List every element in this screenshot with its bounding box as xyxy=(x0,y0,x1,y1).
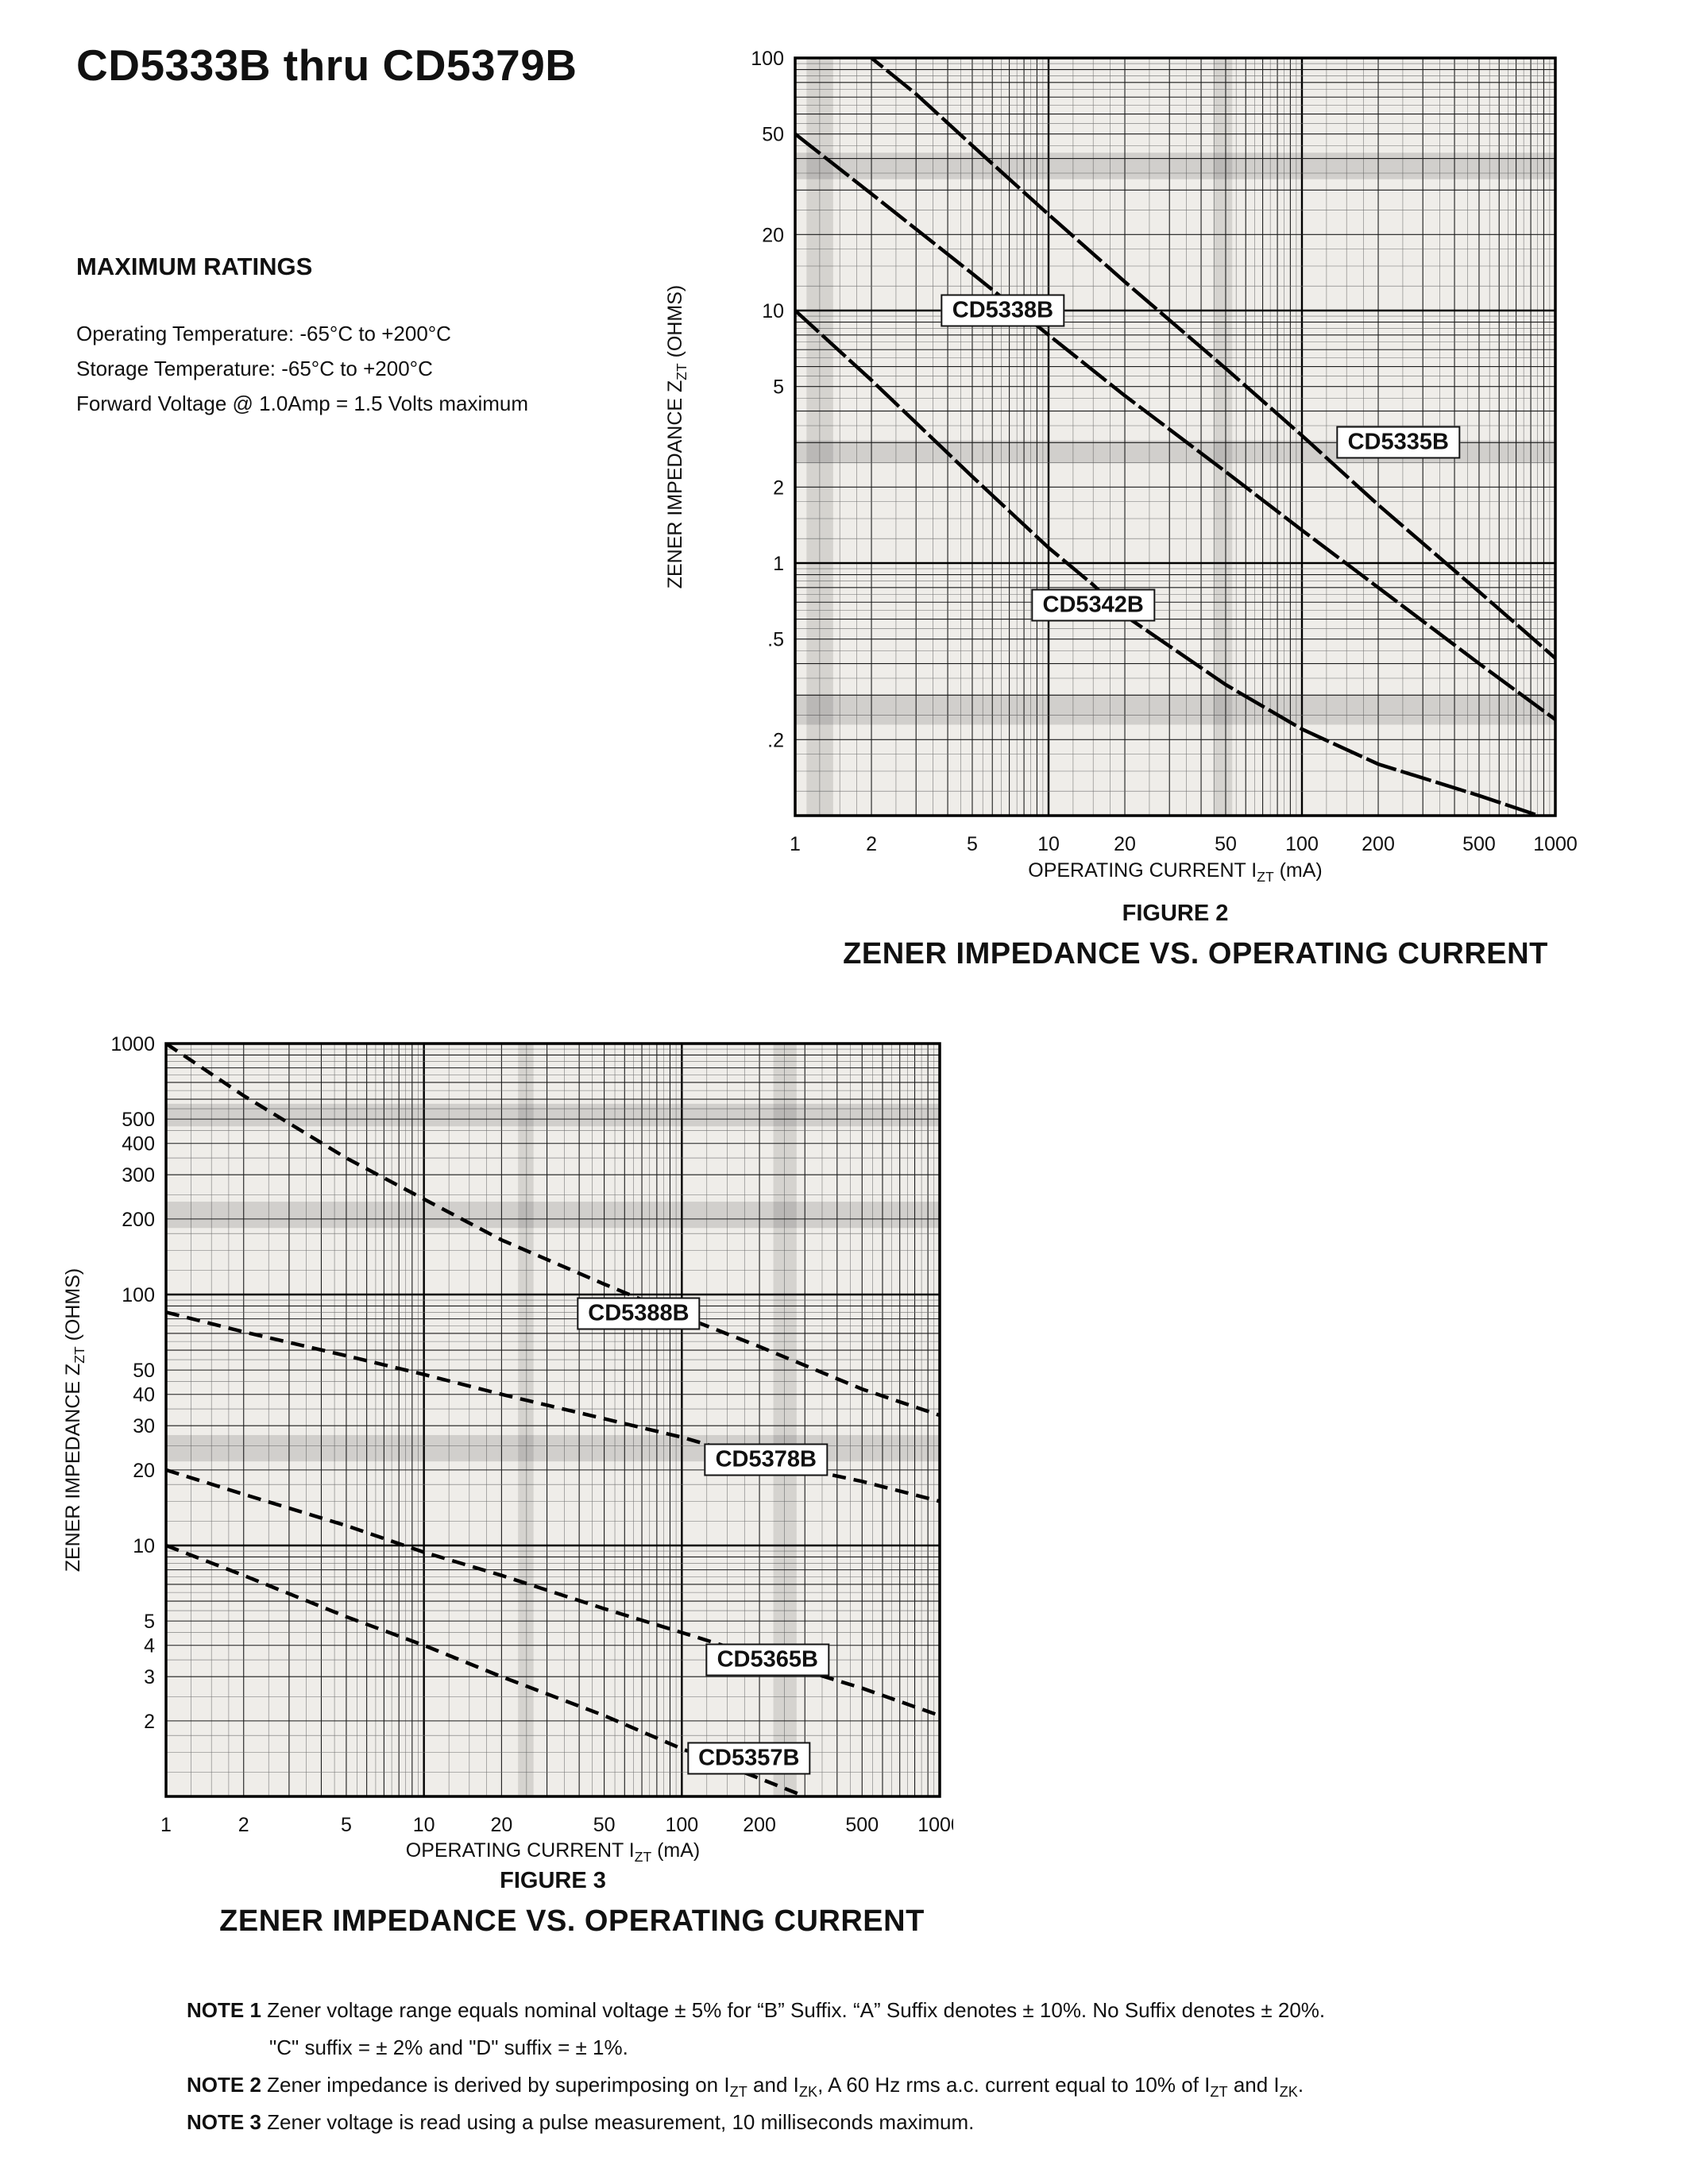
y-tick-label: 50 xyxy=(762,124,784,146)
y-tick-label: 20 xyxy=(133,1460,155,1482)
note-line: "C" suffix = ± 2% and "D" suffix = ± 1%. xyxy=(269,2035,628,2059)
x-tick-label: 20 xyxy=(490,1814,512,1836)
notes-block: NOTE 1 Zener voltage range equals nomina… xyxy=(187,1992,1648,2141)
y-tick-label: 40 xyxy=(133,1384,155,1406)
note-line: NOTE 1 Zener voltage range equals nomina… xyxy=(187,1998,1326,2022)
y-tick-label: 20 xyxy=(762,224,784,246)
y-tick-label: 200 xyxy=(122,1209,155,1231)
y-tick-label: 300 xyxy=(122,1164,155,1187)
note-line: NOTE 3 Zener voltage is read using a pul… xyxy=(187,2110,975,2134)
x-tick-label: 50 xyxy=(1215,833,1237,855)
x-tick-label: 2 xyxy=(866,833,877,855)
x-tick-label: 100 xyxy=(1285,833,1319,855)
y-tick-label: 2 xyxy=(144,1711,155,1733)
y-tick-label: 1 xyxy=(773,553,784,575)
max-ratings-list: Operating Temperature: -65°C to +200°C S… xyxy=(76,316,528,421)
curve-label-cd5378b: CD5378B xyxy=(704,1443,828,1476)
x-tick-label: 5 xyxy=(967,833,978,855)
y-tick-label: 50 xyxy=(133,1360,155,1382)
x-tick-label: 500 xyxy=(1462,833,1496,855)
max-ratings-heading: MAXIMUM RATINGS xyxy=(76,253,313,280)
y-tick-label: 30 xyxy=(133,1415,155,1437)
figure2-x-axis-label: OPERATING CURRENT IZT (mA) xyxy=(1028,859,1323,885)
figure2-y-axis-label: ZENER IMPEDANCE ZZT (OHMS) xyxy=(664,284,689,589)
figure3-title: FIGURE 3 xyxy=(500,1868,606,1893)
series-curve-cd5378b xyxy=(166,1310,940,1503)
curve-label-cd5338b: CD5338B xyxy=(941,294,1065,327)
figure2-caption: ZENER IMPEDANCE VS. OPERATING CURRENT xyxy=(843,937,1548,970)
y-tick-label: 10 xyxy=(762,300,784,322)
y-tick-label: 10 xyxy=(133,1535,155,1557)
y-tick-label: 400 xyxy=(122,1133,155,1156)
y-tick-label: 3 xyxy=(144,1666,155,1688)
rating-line-operating: Operating Temperature: -65°C to +200°C xyxy=(76,322,451,345)
curve-label-cd5357b: CD5357B xyxy=(687,1742,811,1775)
y-tick-label: 2 xyxy=(773,477,784,499)
series-curve-cd5335b xyxy=(868,58,1555,660)
y-tick-label: 5 xyxy=(773,376,784,399)
curve-label-cd5388b: CD5388B xyxy=(577,1297,701,1330)
y-tick-label: 100 xyxy=(751,48,784,70)
y-tick-label: .2 xyxy=(767,729,784,751)
x-tick-label: 1 xyxy=(790,833,801,855)
note-line: NOTE 2 Zener impedance is derived by sup… xyxy=(187,2073,1304,2101)
y-tick-label: 1000 xyxy=(110,1033,155,1055)
series-curve-cd5338b xyxy=(795,132,1555,721)
y-tick-label: 100 xyxy=(122,1284,155,1306)
figure3-caption: ZENER IMPEDANCE VS. OPERATING CURRENT xyxy=(219,1904,925,1938)
x-tick-label: 1000 xyxy=(1533,833,1578,855)
figure2-chart: 1 2 5 10 20 50 100 200 500 1000 100 50 20 10 5 2 1 .5 .2 CD… xyxy=(699,32,1589,862)
figure3-chart: 1251020501002005001000100050040030020010… xyxy=(64,1017,953,1846)
x-tick-label: 5 xyxy=(341,1814,352,1836)
curve-label-cd5335b: CD5335B xyxy=(1336,426,1460,459)
x-tick-label: 1 xyxy=(160,1814,172,1836)
y-tick-label: 500 xyxy=(122,1109,155,1131)
x-tick-label: 100 xyxy=(665,1814,698,1836)
x-tick-label: 1000 xyxy=(917,1814,953,1836)
chart-canvas: 1251020501002005001000100050040030020010… xyxy=(110,1033,953,1836)
figure2-title: FIGURE 2 xyxy=(1122,901,1229,926)
x-tick-label: 20 xyxy=(1114,833,1136,855)
x-tick-label: 200 xyxy=(1362,833,1395,855)
curve-label-cd5365b: CD5365B xyxy=(705,1643,829,1677)
y-tick-label: .5 xyxy=(767,629,784,651)
y-tick-label: 4 xyxy=(144,1635,155,1657)
y-tick-label: 5 xyxy=(144,1611,155,1633)
x-tick-label: 10 xyxy=(1037,833,1060,855)
x-tick-label: 200 xyxy=(743,1814,776,1836)
x-tick-label: 10 xyxy=(413,1814,435,1836)
rating-line-storage: Storage Temperature: -65°C to +200°C xyxy=(76,357,433,380)
rating-line-forward: Forward Voltage @ 1.0Amp = 1.5 Volts max… xyxy=(76,392,529,415)
curve-label-cd5342b: CD5342B xyxy=(1031,588,1155,622)
x-tick-label: 500 xyxy=(845,1814,879,1836)
series-curve-cd5388b xyxy=(166,1044,940,1418)
figure3-x-axis-label: OPERATING CURRENT IZT (mA) xyxy=(405,1839,701,1865)
figure3-y-axis-label: ZENER IMPEDANCE ZZT (OHMS) xyxy=(62,1268,87,1572)
page-title: CD5333B thru CD5379B xyxy=(76,41,577,90)
x-tick-label: 50 xyxy=(593,1814,616,1836)
x-tick-label: 2 xyxy=(238,1814,249,1836)
